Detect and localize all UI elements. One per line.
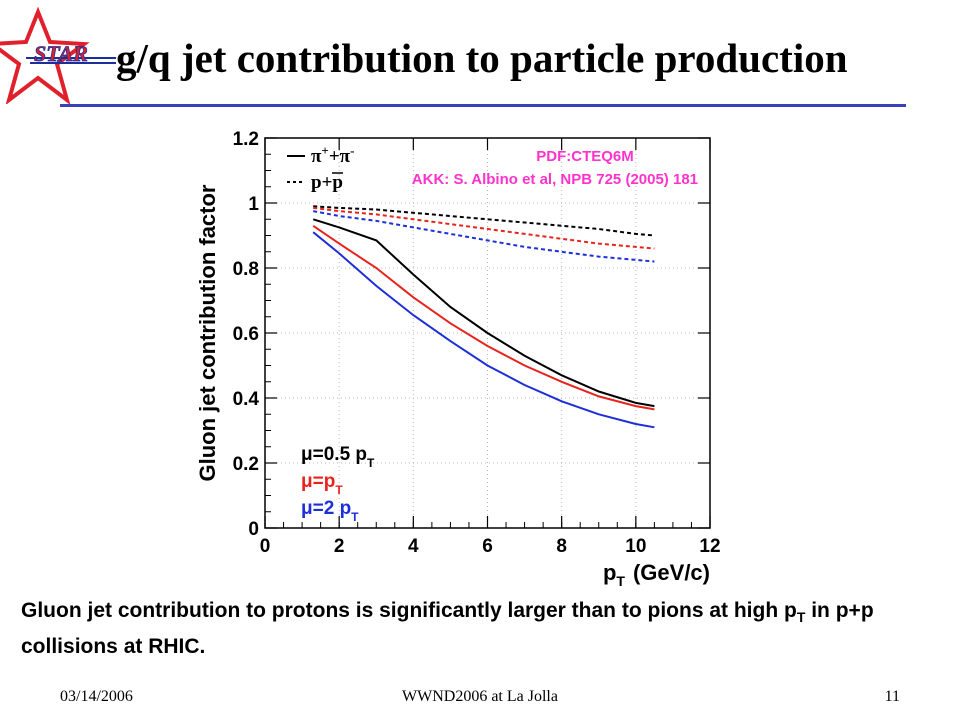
star-logo-icon: STAR <box>0 6 116 106</box>
x-tick-label: 4 <box>408 536 419 557</box>
caption-part1: Gluon jet contribution to protons is sig… <box>21 599 797 622</box>
x-tick-label: 10 <box>625 536 646 557</box>
title-underline <box>60 104 906 107</box>
y-tick-label: 0.8 <box>233 259 259 280</box>
y-axis-title: Gluon jet contribution factor <box>195 184 220 481</box>
y-tick-label: 1.2 <box>233 129 259 150</box>
y-tick-label: 0.2 <box>233 454 259 475</box>
x-tick-label: 12 <box>699 536 720 557</box>
legend-scale-label: μ=0.5 pT <box>301 444 375 470</box>
legend-scale-sub: T <box>367 456 375 470</box>
series-line-protons-0.5pT <box>313 205 655 237</box>
y-tick-label: 0.4 <box>233 389 260 410</box>
footer-page-number: 11 <box>884 688 900 705</box>
x-axis-title: pT (GeV/c) <box>603 560 710 588</box>
legend-scale-sub: T <box>335 483 343 497</box>
series-line-pions-2pT <box>312 231 655 429</box>
legend-pions-mid: +π <box>329 146 351 167</box>
legend-pions-label: π++π- <box>311 143 354 167</box>
x-axis-title-units: (GeV/c) <box>633 560 710 585</box>
y-tick-label: 1 <box>248 194 259 215</box>
chart-annotation: PDF:CTEQ6M <box>536 148 634 165</box>
legend-scale-main: μ=0.5 p <box>301 444 367 465</box>
chart-annotation: AKK: S. Albino et al, NPB 725 (2005) 181 <box>412 171 698 188</box>
caption-part2: in p+p collisions at RHIC. <box>21 599 874 659</box>
legend-scale-label: μ=pT <box>301 471 343 497</box>
series-line-protons-2pT <box>313 210 655 263</box>
legend-scale-sub: T <box>351 510 359 524</box>
x-tick-label: 8 <box>556 536 567 557</box>
legend-pions-sup2: - <box>350 143 354 158</box>
y-tick-label: 0.6 <box>233 324 259 345</box>
legend-pions-main: π <box>311 146 322 167</box>
logo-text: STAR <box>34 41 88 66</box>
y-tick-label: 0 <box>248 519 259 540</box>
star-logo: STAR <box>0 4 120 106</box>
x-tick-label: 6 <box>482 536 493 557</box>
x-tick-label: 2 <box>334 536 345 557</box>
legend-scale-main: μ=p <box>301 471 335 492</box>
slide-title: g/q jet contribution to particle product… <box>116 35 848 81</box>
x-tick-label: 0 <box>260 536 271 557</box>
caption-subscript: T <box>796 609 806 626</box>
x-axis-title-main: p <box>603 560 616 585</box>
footer-event: WWND2006 at La Jolla <box>402 688 558 705</box>
legend-protons-label: p+p <box>311 172 343 193</box>
footer-date: 03/14/2006 <box>60 688 133 705</box>
slide-caption: Gluon jet contribution to protons is sig… <box>21 596 941 661</box>
legend-pions-sup1: + <box>321 143 328 158</box>
series-line-protons-pT <box>313 206 655 250</box>
x-axis-title-sub: T <box>616 573 625 588</box>
legend-scale-main: μ=2 p <box>301 498 351 519</box>
series-line-pions-0.5pT <box>312 218 655 408</box>
series-line-pions-pT <box>312 224 655 411</box>
gluon-contribution-chart: 0 2 4 6 8 10 12 0 0.2 0.4 0.6 0.8 1 1.2 Gluon jet cont… <box>195 129 721 588</box>
legend-scale-label: μ=2 pT <box>301 498 359 524</box>
